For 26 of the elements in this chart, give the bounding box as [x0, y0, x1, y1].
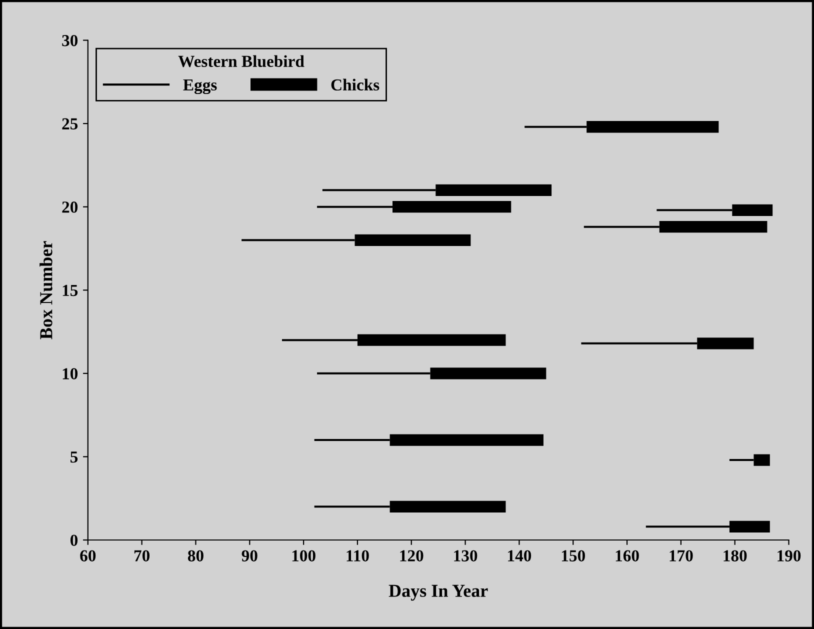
- x-tick-label: 140: [508, 550, 532, 562]
- y-tick-label: 30: [62, 34, 78, 46]
- y-tick-label: 5: [70, 452, 78, 463]
- x-tick-label: 190: [778, 550, 801, 562]
- x-tick-label: 180: [724, 550, 747, 562]
- legend-title: Western Bluebird: [178, 55, 304, 68]
- y-axis-title: Box Number: [40, 241, 52, 340]
- x-tick-label: 70: [134, 550, 150, 562]
- x-tick-label: 80: [188, 550, 204, 562]
- legend-label: Chicks: [331, 78, 380, 91]
- x-tick-label: 150: [562, 550, 585, 562]
- y-tick-label: 0: [70, 534, 78, 546]
- x-tick-label: 120: [400, 550, 424, 562]
- legend-label: Eggs: [183, 79, 217, 94]
- x-tick-label: 160: [616, 550, 639, 562]
- y-tick-label: 20: [62, 202, 78, 213]
- x-tick-label: 100: [292, 550, 316, 562]
- y-tick-label: 10: [62, 368, 78, 380]
- x-tick-label: 60: [80, 550, 96, 562]
- x-tick-label: 110: [346, 550, 369, 562]
- x-axis-title: Days In Year: [388, 584, 488, 601]
- x-tick-label: 170: [670, 550, 693, 562]
- y-tick-label: 15: [62, 284, 78, 296]
- x-tick-label: 130: [454, 550, 478, 562]
- y-tick-label: 25: [62, 118, 78, 130]
- x-tick-label: 90: [242, 550, 258, 562]
